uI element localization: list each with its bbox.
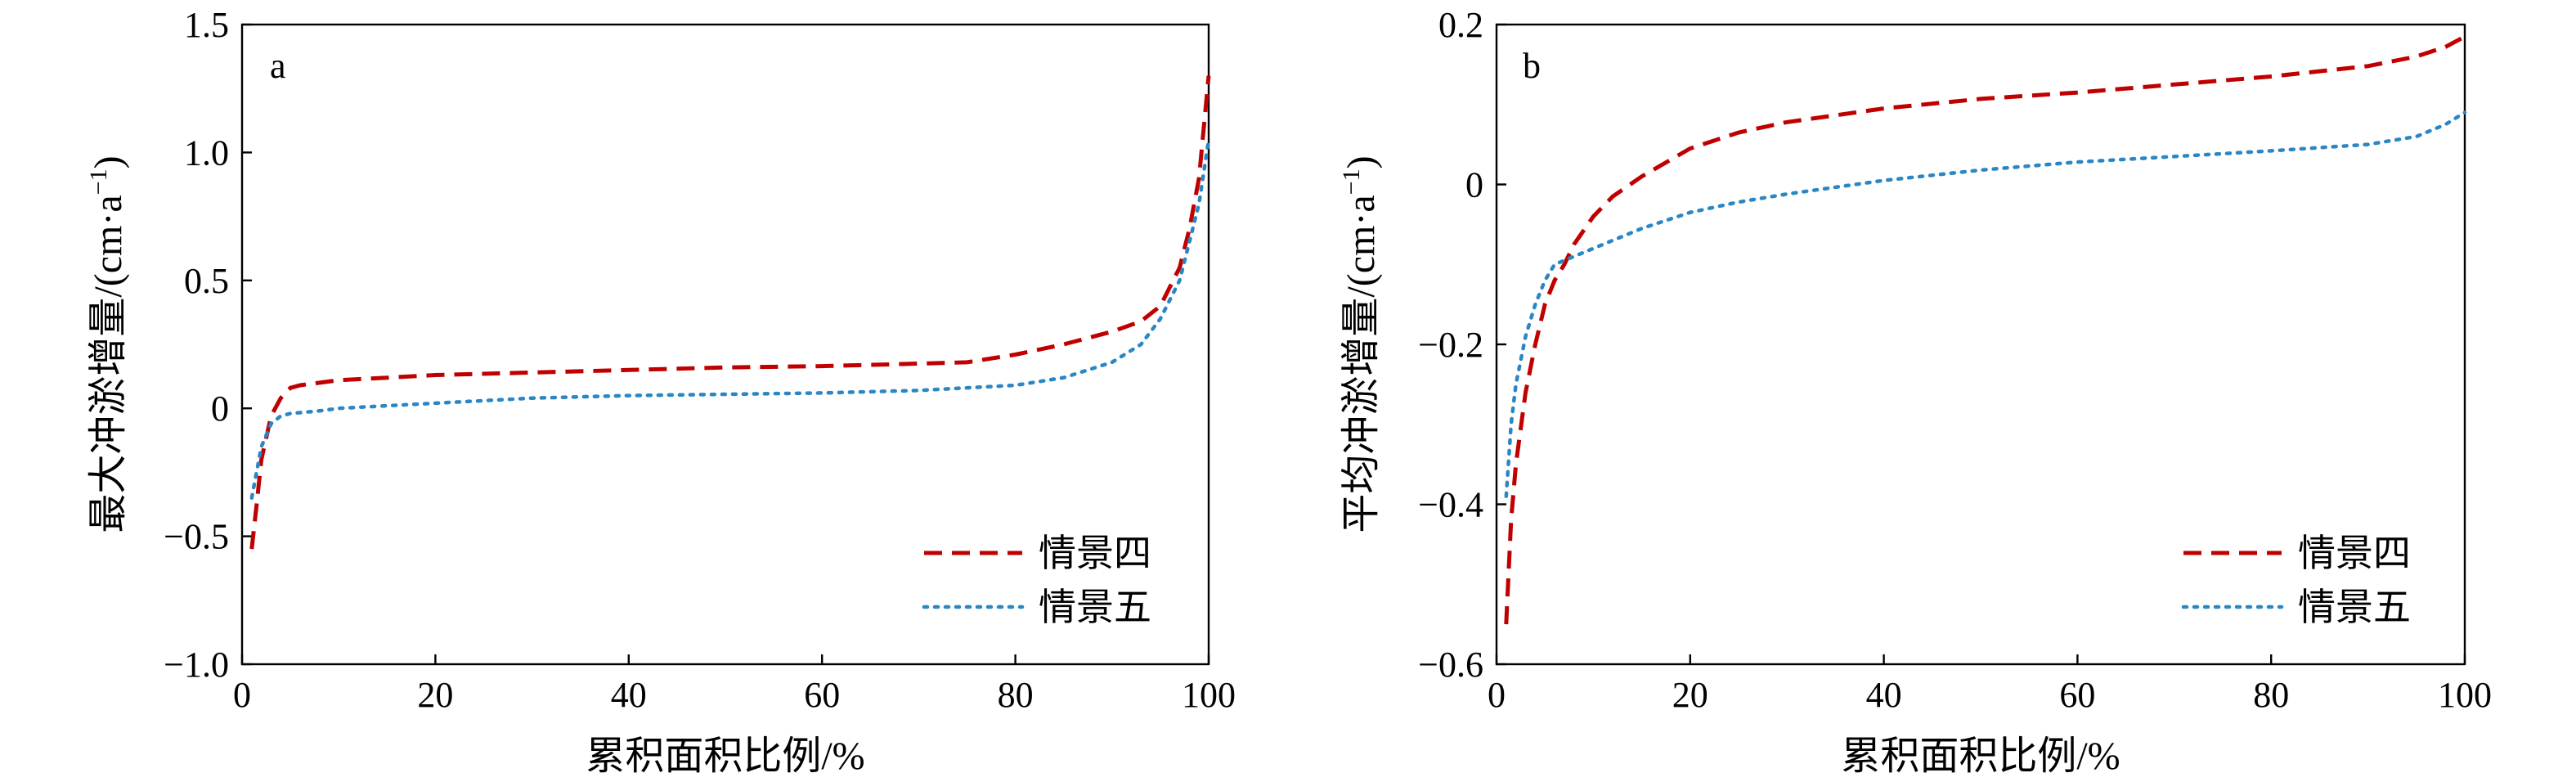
y-tick-label: 0: [1465, 165, 1483, 205]
series-line-1: [1504, 34, 2466, 625]
legend-label: 情景四: [2298, 533, 2411, 574]
x-tick-label: 0: [233, 675, 251, 715]
x-tick-label: 60: [2059, 675, 2095, 715]
legend-label: 情景五: [2298, 586, 2411, 628]
x-tick-label: 80: [2253, 675, 2289, 715]
y-tick-label: −1.0: [164, 645, 229, 685]
x-tick-label: 0: [1488, 675, 1506, 715]
x-tick-label: 20: [417, 675, 453, 715]
x-tick-label: 80: [998, 675, 1034, 715]
plot-frame: [240, 23, 1210, 666]
y-tick-label: 0.5: [184, 261, 229, 301]
y-axis-label: 平均冲淤增量/(cm·a−1): [1338, 155, 1383, 533]
y-tick-label: 0: [211, 389, 229, 429]
y-tick-label: −0.4: [1418, 485, 1483, 525]
x-tick-label: 40: [611, 675, 647, 715]
y-tick-label: 0.2: [1438, 5, 1483, 45]
x-tick-label: 100: [1182, 675, 1236, 715]
x-tick-label: 40: [1866, 675, 1902, 715]
x-tick-label: 60: [804, 675, 840, 715]
legend-label: 情景四: [1039, 533, 1151, 574]
x-axis-label: 累积面积比例/%: [1841, 735, 2120, 778]
y-axis-label: 最大冲淤增量/(cm·a−1): [85, 155, 130, 533]
x-tick-label: 20: [1672, 675, 1708, 715]
x-axis-label: 累积面积比例/%: [586, 735, 864, 778]
y-tick-label: −0.6: [1418, 645, 1483, 685]
panel-letter: b: [1523, 46, 1541, 86]
y-tick-label: 1.5: [184, 5, 229, 45]
series-line-2: [249, 137, 1211, 500]
panel-a: 0 20 40 60 80 100 −1.0 −0.5 0 0.5 1.0 1.5 累积面积比例/% 最大…: [85, 5, 1236, 778]
panel-letter: a: [270, 46, 286, 86]
series-line-1: [249, 75, 1211, 550]
x-tick-label: 100: [2438, 675, 2492, 715]
panel-b: 0 20 40 60 80 100 −0.6 −0.4 −0.2 0 0.2 累积面积比例/% 平均冲淤…: [1338, 5, 2492, 778]
y-tick-label: −0.2: [1418, 325, 1483, 365]
series-line-2: [1504, 110, 2467, 498]
y-tick-label: −0.5: [164, 517, 229, 557]
legend-label: 情景五: [1039, 586, 1151, 628]
y-tick-label: 1.0: [184, 133, 229, 173]
